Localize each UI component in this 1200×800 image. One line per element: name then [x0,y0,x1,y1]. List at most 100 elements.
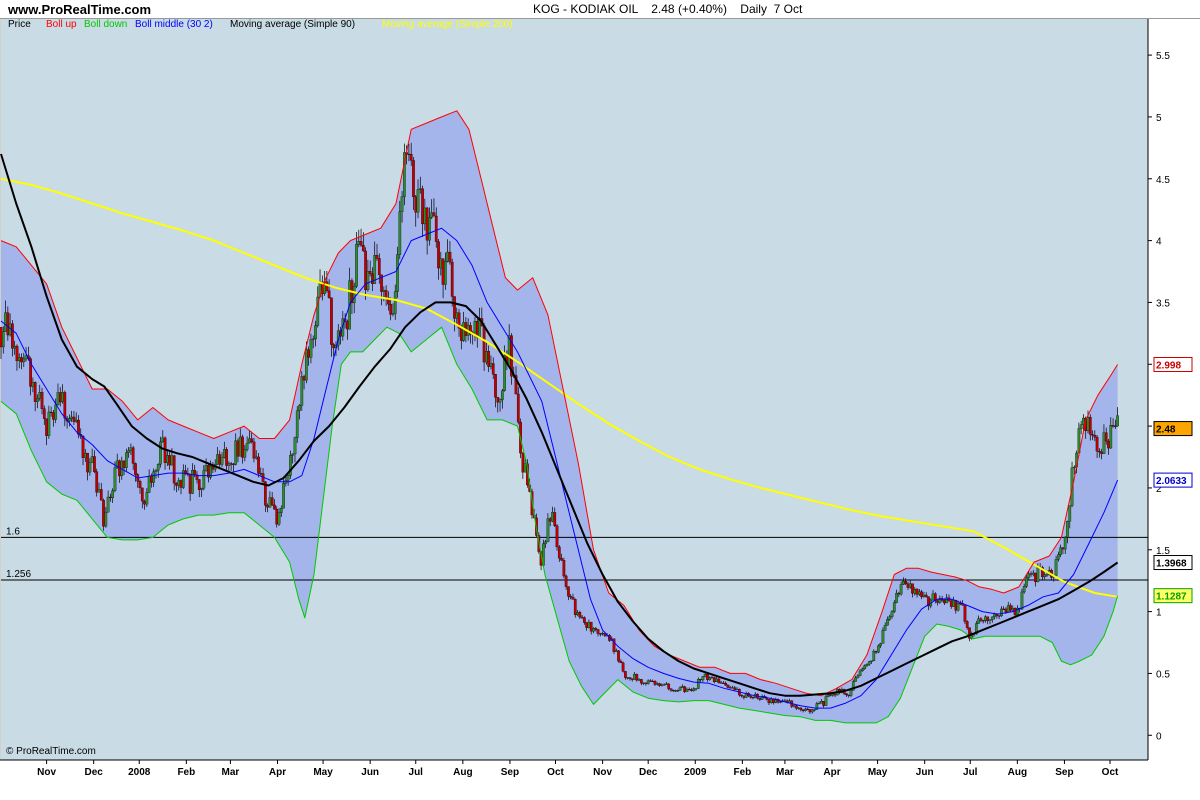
candle-body [847,694,851,696]
candle-body [414,196,418,213]
candle-body [462,322,465,341]
candle-body [990,616,994,620]
candle-body [412,160,415,197]
candle-body [6,312,10,336]
candle-body [286,475,290,481]
candle-body [710,677,714,679]
candle-body [585,622,589,628]
candle-body [861,668,864,672]
candle-body [409,154,413,161]
candle-body [307,349,310,358]
candle-body [1000,608,1003,617]
candle-body [439,258,443,269]
candle-body [988,619,992,621]
x-tick-label: Mar [776,767,794,778]
candle-body [197,479,201,490]
x-tick-label: Aug [1008,767,1027,778]
candle-body [922,594,926,598]
candle-body [617,650,620,662]
candle-body [29,358,32,387]
x-tick-label: Aug [453,767,472,778]
candle-body [1006,605,1010,613]
candle-body [193,470,197,476]
candle-body [398,211,402,255]
candle-body [236,440,240,457]
site-link[interactable]: www.ProRealTime.com [8,2,152,17]
candle-body [576,612,579,615]
candle-body [444,261,447,285]
candle-body [931,593,935,601]
candle-body [687,689,691,691]
candle-body [867,661,871,665]
candle-body [150,475,153,483]
candle-body [662,684,666,686]
candle-body [469,325,472,335]
candle-body [890,611,894,617]
candle-body [124,452,128,468]
candle-body [1025,577,1028,587]
candle-body [177,480,181,486]
candle-body [886,619,889,626]
candle-body [4,312,7,332]
x-tick-label: Feb [177,767,195,778]
y-tick-label: 5 [1156,113,1162,124]
candle-body [485,351,488,363]
candle-body [1079,424,1083,429]
candle-body [282,483,285,509]
candle-body [31,382,35,387]
candle-body [749,695,753,698]
right-axis-area [1148,18,1200,760]
candle-body [911,583,914,594]
candle-body [667,683,671,689]
sma-90-line [0,153,1119,697]
copyright-text: © ProRealTime.com [6,746,96,757]
candle-body [257,456,260,474]
candle-body [1036,567,1040,583]
candle-body [327,290,331,298]
candle-body [49,411,53,413]
candle-body [147,475,151,493]
candle-body [1102,432,1106,454]
candle-body [849,690,853,696]
candle-body [222,449,226,458]
chart-title: KOG - KODIAK OIL 2.48 (+0.40%) Daily 7 O… [533,2,803,16]
candle-body [61,392,64,403]
candle-body [863,665,867,670]
candle-body [156,463,160,471]
candle-body [377,258,381,275]
candle-body [918,591,921,595]
candle-body [375,255,379,259]
x-tick-label: Oct [1102,767,1119,778]
candle-body [209,465,213,478]
candle-body [202,470,206,489]
candle-body [407,153,411,155]
y-tick-label: 5.5 [1156,51,1170,62]
candle-body [560,558,563,561]
legend-item: Moving average (Simple 90) [230,19,356,30]
candle-body [676,690,680,692]
candle-body [371,273,374,284]
candle-body [696,679,700,689]
candle-body [457,312,461,329]
candle-body [498,399,502,403]
candle-body [216,454,219,465]
candle-body [70,416,73,419]
candle-body [311,338,315,340]
candle-body [858,670,862,676]
candle-body [450,261,454,297]
candle-body [437,241,440,269]
candle-body [740,694,743,697]
candle-body [1091,434,1094,436]
candle-body [154,470,158,472]
candle-body [1116,415,1119,427]
candle-body [305,349,308,381]
candle-body [359,241,363,246]
candle-body [97,489,101,493]
x-tick-label: May [313,767,333,778]
candle-body [95,471,99,493]
candle-body [268,497,272,508]
candle-body [856,675,860,679]
candle-body [510,335,513,377]
candle-body [188,474,192,494]
candle-body [74,419,78,422]
